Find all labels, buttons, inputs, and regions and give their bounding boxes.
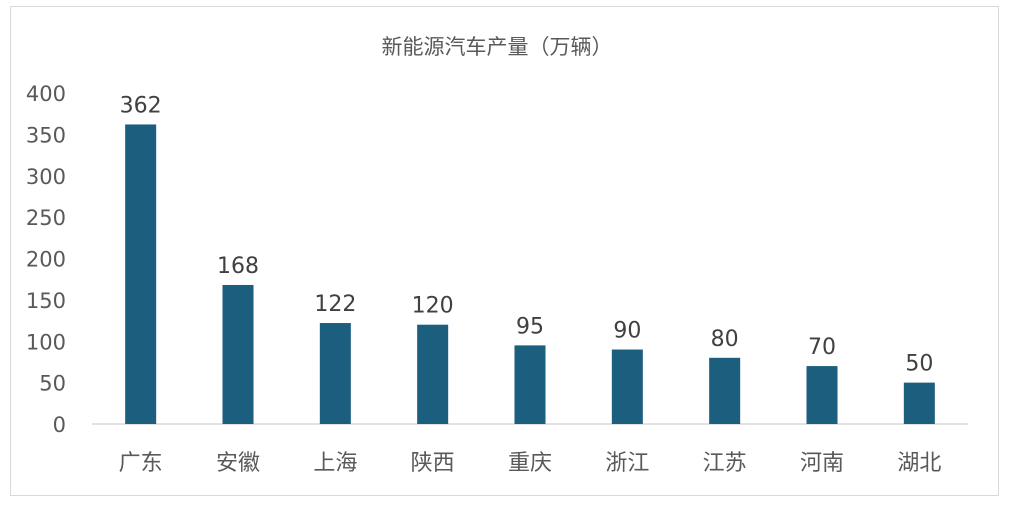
bar xyxy=(125,124,157,424)
data-label: 80 xyxy=(711,327,739,352)
x-tick-label: 江苏 xyxy=(703,451,747,476)
y-tick-label: 400 xyxy=(26,82,66,106)
bar xyxy=(319,323,351,424)
y-tick-label: 350 xyxy=(26,123,66,147)
x-tick-label: 陕西 xyxy=(411,451,455,476)
y-axis-ticks: 0 50 100 150 200 250 300 350 400 xyxy=(26,82,66,437)
y-tick-label: 300 xyxy=(26,165,66,189)
x-tick-label: 河南 xyxy=(800,451,844,476)
y-tick-label: 250 xyxy=(26,206,66,230)
y-tick-label: 150 xyxy=(26,289,66,313)
y-tick-label: 100 xyxy=(26,330,66,354)
value-labels: 362 168 122 120 95 90 80 70 50 xyxy=(120,93,934,376)
data-label: 95 xyxy=(516,314,544,339)
x-tick-label: 浙江 xyxy=(605,451,649,476)
x-tick-label: 湖北 xyxy=(897,451,941,476)
bar xyxy=(806,366,838,424)
x-tick-label: 广东 xyxy=(119,451,163,476)
data-label: 362 xyxy=(120,93,162,118)
x-tick-label: 上海 xyxy=(313,451,357,476)
data-label: 50 xyxy=(905,352,933,377)
x-tick-label: 重庆 xyxy=(508,451,552,476)
bar xyxy=(611,349,643,424)
bar xyxy=(514,345,546,424)
chart-title: 新能源汽车产量（万辆） xyxy=(382,35,613,59)
category-labels: 广东 安徽 上海 陕西 重庆 浙江 江苏 河南 湖北 xyxy=(119,451,942,476)
bar xyxy=(417,324,449,424)
bar xyxy=(903,382,935,424)
y-tick-label: 50 xyxy=(39,372,66,396)
data-label: 168 xyxy=(217,254,259,279)
y-tick-label: 200 xyxy=(26,248,66,272)
data-label: 122 xyxy=(314,292,356,317)
bar xyxy=(222,284,254,424)
bars xyxy=(125,124,935,424)
bar xyxy=(709,357,741,424)
data-label: 120 xyxy=(412,294,454,319)
y-tick-label: 0 xyxy=(53,413,66,437)
x-tick-label: 安徽 xyxy=(216,451,260,476)
data-label: 90 xyxy=(613,319,641,344)
data-label: 70 xyxy=(808,335,836,360)
